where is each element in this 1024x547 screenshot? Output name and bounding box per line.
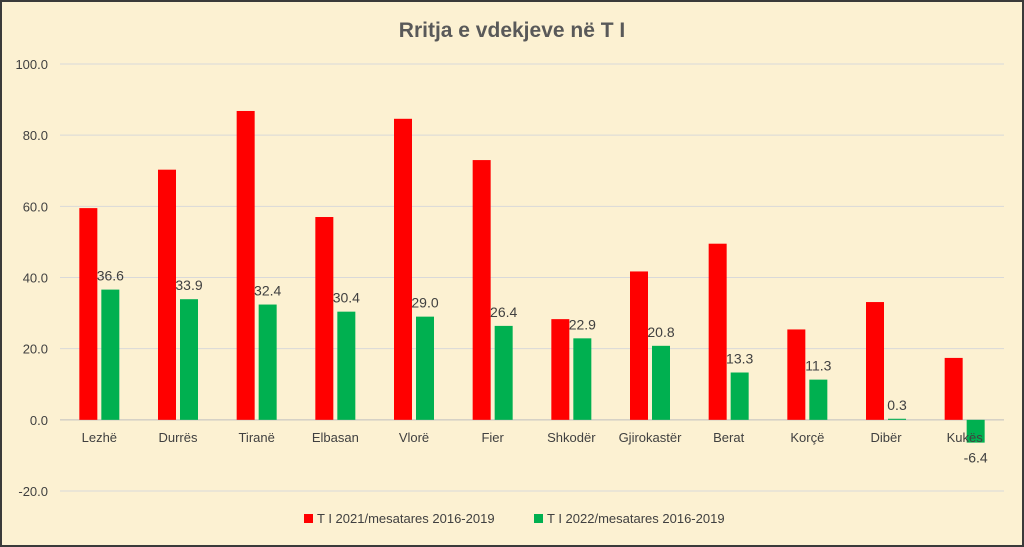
bar-series-2 bbox=[416, 316, 434, 420]
legend-entry: T I 2022/mesatares 2016-2019 bbox=[534, 511, 725, 526]
bar-series-2 bbox=[101, 289, 120, 420]
grid-layer: -20.0 0.0 20.0 40.0 60.0 80.0 100.0 bbox=[15, 57, 1004, 499]
category-label: Berat bbox=[713, 430, 744, 445]
bar-series-1 bbox=[630, 271, 648, 420]
bar-series-2 bbox=[337, 311, 356, 420]
y-tick-label: 60.0 bbox=[23, 199, 48, 214]
category-label: Elbasan bbox=[312, 430, 359, 445]
bar-series-1 bbox=[708, 243, 727, 420]
bar-series-2 bbox=[888, 418, 906, 420]
y-tick-label: 100.0 bbox=[15, 57, 48, 72]
bar-series-1 bbox=[551, 319, 570, 420]
legend-swatch bbox=[534, 514, 543, 523]
bar-series-2 bbox=[494, 325, 513, 420]
y-tick-label: 20.0 bbox=[23, 342, 48, 357]
data-label: 13.3 bbox=[726, 351, 753, 367]
chart-title: Rritja e vdekjeve në T I bbox=[399, 19, 625, 42]
data-label: -6.4 bbox=[964, 450, 988, 466]
data-label: 36.6 bbox=[97, 268, 124, 284]
category-label: Vlorë bbox=[399, 430, 429, 445]
bar-series-2 bbox=[809, 379, 828, 420]
bar-series-1 bbox=[866, 302, 884, 420]
bar-series-2 bbox=[966, 419, 985, 443]
labels-layer: 36.6 Lezhë 33.9 Durrës 32.4 Tiranë 30.4 Elbasan… bbox=[82, 268, 988, 466]
category-label: Kukës bbox=[947, 430, 984, 445]
category-label: Korçë bbox=[790, 430, 824, 445]
data-label: 29.0 bbox=[411, 295, 438, 311]
bar-series-2 bbox=[573, 338, 592, 420]
bar-series-1 bbox=[315, 217, 334, 420]
bar-series-1 bbox=[236, 110, 255, 420]
bar-series-2 bbox=[652, 345, 670, 420]
category-label: Dibër bbox=[870, 430, 902, 445]
bar-series-1 bbox=[158, 169, 176, 420]
legend-entry: T I 2021/mesatares 2016-2019 bbox=[304, 511, 495, 526]
data-label: 22.9 bbox=[569, 316, 596, 332]
bar-series-2 bbox=[730, 372, 749, 420]
category-label: Gjirokastër bbox=[619, 430, 683, 445]
data-label: 30.4 bbox=[333, 290, 360, 306]
bar-series-1 bbox=[394, 118, 412, 420]
bar-series-1 bbox=[79, 208, 98, 420]
legend-label: T I 2021/mesatares 2016-2019 bbox=[317, 511, 495, 526]
data-label: 11.3 bbox=[805, 358, 831, 374]
data-label: 0.3 bbox=[887, 397, 907, 413]
bar-series-1 bbox=[787, 329, 806, 420]
bar-series-1 bbox=[472, 160, 491, 420]
category-label: Lezhë bbox=[82, 430, 117, 445]
legend-swatch bbox=[304, 514, 313, 523]
data-label: 20.8 bbox=[647, 324, 674, 340]
data-label: 26.4 bbox=[490, 304, 517, 320]
category-label: Shkodër bbox=[547, 430, 596, 445]
data-label: 32.4 bbox=[254, 283, 281, 299]
bar-series-2 bbox=[180, 299, 198, 420]
bar-series-1 bbox=[944, 357, 963, 420]
y-tick-label: 40.0 bbox=[23, 271, 48, 286]
data-label: 33.9 bbox=[175, 277, 202, 293]
legend: T I 2021/mesatares 2016-2019 T I 2022/mes… bbox=[304, 511, 725, 526]
y-tick-label: 0.0 bbox=[30, 413, 48, 428]
legend-label: T I 2022/mesatares 2016-2019 bbox=[547, 511, 725, 526]
y-tick-label: -20.0 bbox=[18, 484, 48, 499]
bars-layer bbox=[79, 110, 985, 443]
bar-series-2 bbox=[258, 304, 277, 420]
category-label: Durrës bbox=[158, 430, 198, 445]
category-label: Tiranë bbox=[238, 430, 274, 445]
y-tick-label: 80.0 bbox=[23, 128, 48, 143]
category-label: Fier bbox=[481, 430, 504, 445]
